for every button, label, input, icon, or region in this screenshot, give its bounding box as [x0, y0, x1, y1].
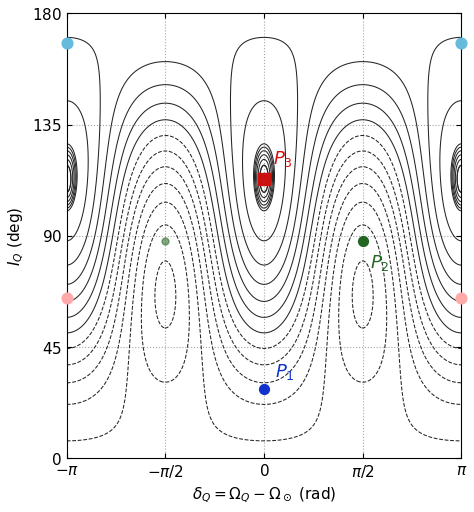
Point — [359, 237, 366, 245]
Point — [63, 39, 71, 47]
Text: $P_1$: $P_1$ — [275, 362, 295, 382]
Point — [260, 385, 268, 393]
Point — [63, 293, 71, 302]
X-axis label: $\delta_Q = \Omega_Q - \Omega_\odot$ (rad): $\delta_Q = \Omega_Q - \Omega_\odot$ (ra… — [192, 486, 336, 505]
Text: $P_3$: $P_3$ — [273, 149, 293, 169]
Text: $P_2$: $P_2$ — [370, 253, 390, 273]
Y-axis label: $I_Q$ (deg): $I_Q$ (deg) — [7, 206, 26, 266]
Point — [162, 237, 169, 245]
Point — [457, 293, 465, 302]
Point — [260, 175, 268, 183]
Point — [457, 39, 465, 47]
